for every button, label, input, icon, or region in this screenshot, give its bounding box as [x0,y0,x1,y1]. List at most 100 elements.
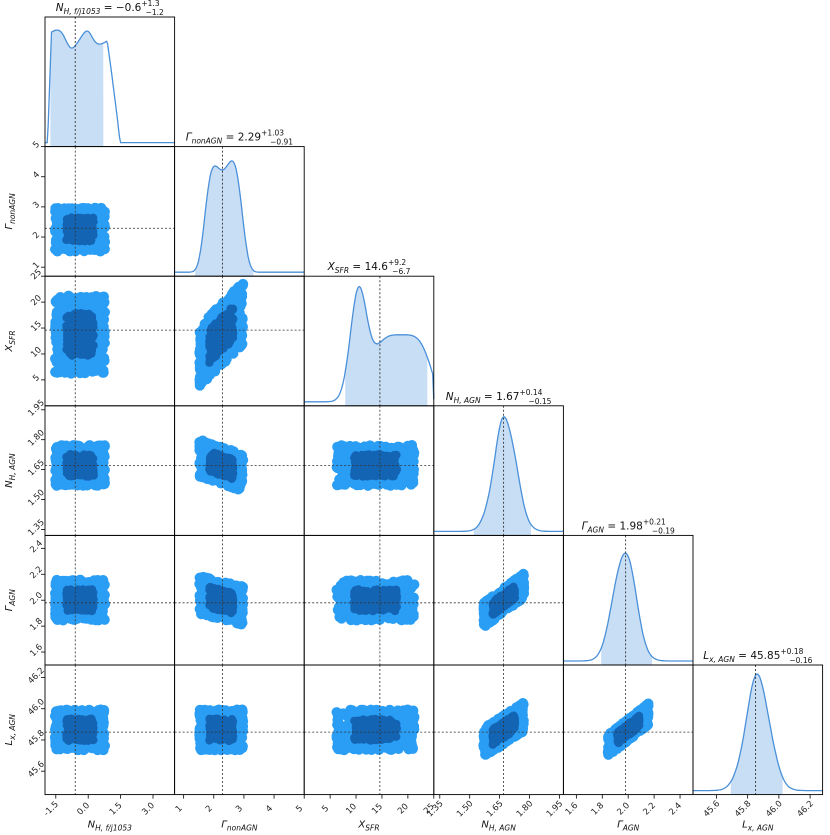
y-tick-label: 1.8 [28,616,45,633]
contour-inner [217,466,226,476]
y-tick-label: 1.80 [26,428,46,448]
contour-inner [62,215,72,224]
contour-outer [69,297,81,308]
contour-inner [376,471,385,480]
contour-inner [389,451,399,460]
y-tick-label: 2.2 [28,565,45,582]
panel-3-1 [174,405,305,536]
y-tick-label: 2.0 [28,590,45,607]
panel-3-3 [433,405,564,536]
contour-inner [79,450,89,459]
contour-outer [195,333,206,344]
contour-outer [56,361,67,373]
contour-inner [366,467,375,476]
contour-inner [85,219,94,229]
contour-inner [75,324,84,333]
contour-inner [63,225,73,235]
y-tick-label: 15 [29,319,44,334]
contour-outer [52,354,63,365]
y-tick-label: 1.35 [26,518,46,538]
y-tick-label: 5 [31,140,42,151]
contour-inner [87,349,96,358]
panel-4-1 [174,534,305,666]
contour-inner [88,213,98,222]
contour-outer [52,294,63,305]
contour-outer [98,594,109,605]
y-tick-label: 1.65 [26,458,46,478]
contour-outer [79,204,91,215]
y-tick-label: 1.6 [28,642,45,659]
contour-inner [206,347,216,357]
contour-outer [53,210,65,221]
contour-outer [232,289,244,300]
marginal-curve [304,285,435,403]
contour-inner [208,331,217,341]
panel-2-1 [174,275,305,407]
contour-inner [87,606,96,615]
panel-0-0 [44,16,176,148]
contour-outer [53,576,64,587]
panel-1-1 [174,146,305,277]
y-tick-label: 25 [29,267,44,282]
y-tick-label: 2 [31,230,42,241]
contour-inner [350,452,360,461]
contour-inner [66,331,75,340]
panel-3-2 [303,405,435,536]
panel-4-0: 1.6 1.8 2.0 2.2 2.4 [28,534,176,666]
contour-inner [85,338,95,347]
y-tick-label: 10 [29,345,44,360]
contour-inner [62,600,72,610]
credible-interval-fill [345,286,428,406]
credible-interval-fill [50,30,104,147]
contour-outer [401,449,413,460]
contour-inner [63,452,73,462]
contour-inner [69,230,79,240]
contour-outer [226,481,237,493]
contour-inner [222,459,231,469]
contour-outer [204,364,215,375]
marginal-curve [174,160,305,273]
y-tick-label: 4 [31,170,42,181]
panel-3-0: 1.35 1.50 1.65 1.80 1.95 [26,398,176,538]
contour-inner [358,451,367,460]
contour-inner [74,216,83,225]
contour-outer [51,306,63,318]
y-tick-label: 1 [31,260,42,271]
contour-outer [194,380,206,391]
contour-inner [354,467,363,477]
contour-outer [233,338,244,349]
contour-inner [205,358,214,367]
contour-outer [99,231,110,242]
contour-outer [237,321,248,332]
contour-inner [66,324,76,333]
contour-outer [69,358,80,370]
contour-outer [337,462,348,473]
contour-outer [196,462,207,473]
contour-outer [51,320,62,331]
y-tick-label: 2.4 [28,539,45,556]
contour-outer [97,295,108,306]
y-tick-label: 1.95 [26,398,46,418]
contour-inner [216,332,225,341]
contour-inner [213,450,222,459]
contour-outer [52,603,64,615]
contour-outer [53,468,64,479]
contour-outer [340,471,351,482]
marginal-curve [45,29,175,144]
contour-inner [64,339,74,348]
contour-inner [83,328,92,337]
contour-inner [217,313,227,323]
contour-outer [99,326,110,337]
contour-inner [78,233,88,242]
y-tick-label: 20 [29,293,44,308]
contour-inner [67,348,76,357]
contour-inner [224,468,233,478]
y-tick-label: 1.50 [26,488,46,508]
contour-inner [86,236,96,245]
panel-2-2 [303,275,435,407]
contour-inner [80,592,90,602]
contour-outer [96,341,107,353]
